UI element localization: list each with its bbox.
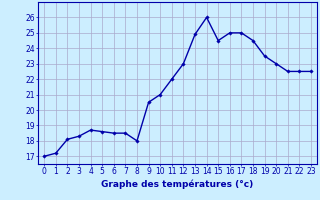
X-axis label: Graphe des températures (°c): Graphe des températures (°c)	[101, 179, 254, 189]
